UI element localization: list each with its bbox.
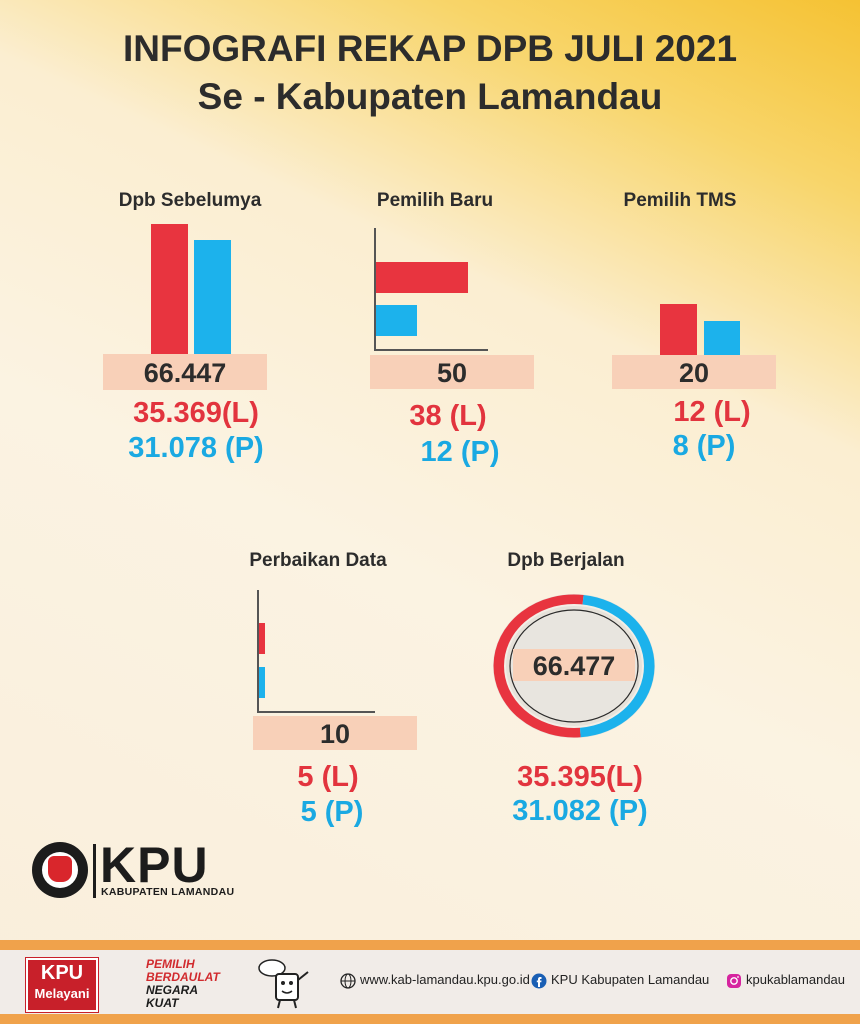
slogan-line1: PEMILIH BERDAULAT: [146, 957, 220, 984]
perbaikan-data-total: 10: [253, 716, 417, 750]
badge-line2: Melayani: [34, 986, 90, 1001]
kpu-logo-subtitle: KABUPATEN LAMANDAU: [101, 886, 235, 898]
dpb-berjalan-female: 31.082 (P): [512, 795, 648, 827]
perbaikan-data-y-axis: [257, 590, 259, 712]
pemilih-baru-bar-l: [376, 262, 468, 293]
perbaikan-data-title: Perbaikan Data: [249, 550, 387, 571]
pemilih-baru-total: 50: [370, 355, 534, 389]
dpb-sebelumya-bar-l: [151, 224, 188, 355]
slogan-badge: PEMILIH BERDAULAT NEGARA KUAT: [146, 957, 224, 1010]
pemilih-tms-bar-l: [660, 304, 697, 355]
website-text: www.kab-lamandau.kpu.go.id: [360, 972, 530, 987]
perbaikan-data-bar-l: [259, 623, 265, 654]
perbaikan-data-bar-p: [259, 667, 265, 698]
dpb-berjalan-title: Dpb Berjalan: [507, 550, 625, 571]
website-link[interactable]: www.kab-lamandau.kpu.go.id: [340, 972, 530, 989]
perbaikan-data-x-axis: [257, 711, 375, 713]
pemilih-tms-bar-p: [704, 321, 740, 355]
pemilih-tms-female: 8 (P): [672, 430, 736, 462]
pemilih-tms-male: 12 (L): [673, 396, 751, 428]
dpb-berjalan-male: 35.395(L): [517, 761, 643, 793]
kpu-melayani-badge: KPU Melayani: [26, 958, 98, 1012]
pemilih-baru-x-axis: [374, 349, 488, 351]
pemilih-baru-title: Pemilih Baru: [376, 190, 494, 211]
dpb-sebelumya-title: Dpb Sebelumya: [118, 190, 262, 211]
facebook-text: KPU Kabupaten Lamandau: [551, 972, 710, 987]
instagram-icon: [727, 973, 741, 988]
facebook-link[interactable]: KPU Kabupaten Lamandau: [531, 972, 709, 989]
page-title: INFOGRAFI REKAP DPB JULI 2021: [122, 28, 738, 69]
pemilih-baru-female: 12 (P): [420, 436, 500, 468]
perbaikan-data-female: 5 (P): [300, 796, 364, 828]
dpb-sebelumya-male: 35.369(L): [133, 397, 259, 429]
pemilih-baru-bar-p: [376, 305, 418, 336]
pemilih-baru-y-axis: [374, 228, 376, 350]
instagram-text: kpukablamandau: [746, 972, 846, 987]
dpb-sebelumya-total: 66.447: [103, 354, 267, 390]
slogan-line2: NEGARA KUAT: [146, 983, 198, 1010]
badge-line1: KPU: [40, 962, 84, 984]
page-subtitle: Se - Kabupaten Lamandau: [197, 76, 663, 117]
garuda-emblem-icon: [32, 842, 88, 898]
pemilih-baru-male: 38 (L): [409, 400, 487, 432]
globe-icon: [340, 972, 356, 989]
perbaikan-data-male: 5 (L): [297, 761, 359, 793]
footer-bar: [0, 950, 860, 1014]
instagram-link[interactable]: kpukablamandau: [726, 972, 845, 989]
dpb-berjalan-ring-chart: [493, 594, 655, 738]
dpb-berjalan-ring-p: [579, 595, 655, 738]
dpb-berjalan-ring-l: [493, 594, 584, 738]
pemilih-tms-title: Pemilih TMS: [623, 190, 737, 211]
mascot-icon: [258, 959, 309, 1009]
footer-top-stripe: [0, 940, 860, 950]
kpu-logo: KPU KABUPATEN LAMANDAU: [32, 837, 282, 904]
dpb-sebelumya-bar-p: [194, 239, 231, 355]
pemilih-tms-total: 20: [612, 355, 776, 389]
dpb-sebelumya-female: 31.078 (P): [128, 432, 264, 464]
dpb-berjalan-total: 66.477: [532, 651, 616, 681]
footer-bottom-stripe: [0, 1014, 860, 1024]
kpu-logo-text: KPU: [100, 837, 209, 893]
facebook-icon: [531, 973, 547, 989]
